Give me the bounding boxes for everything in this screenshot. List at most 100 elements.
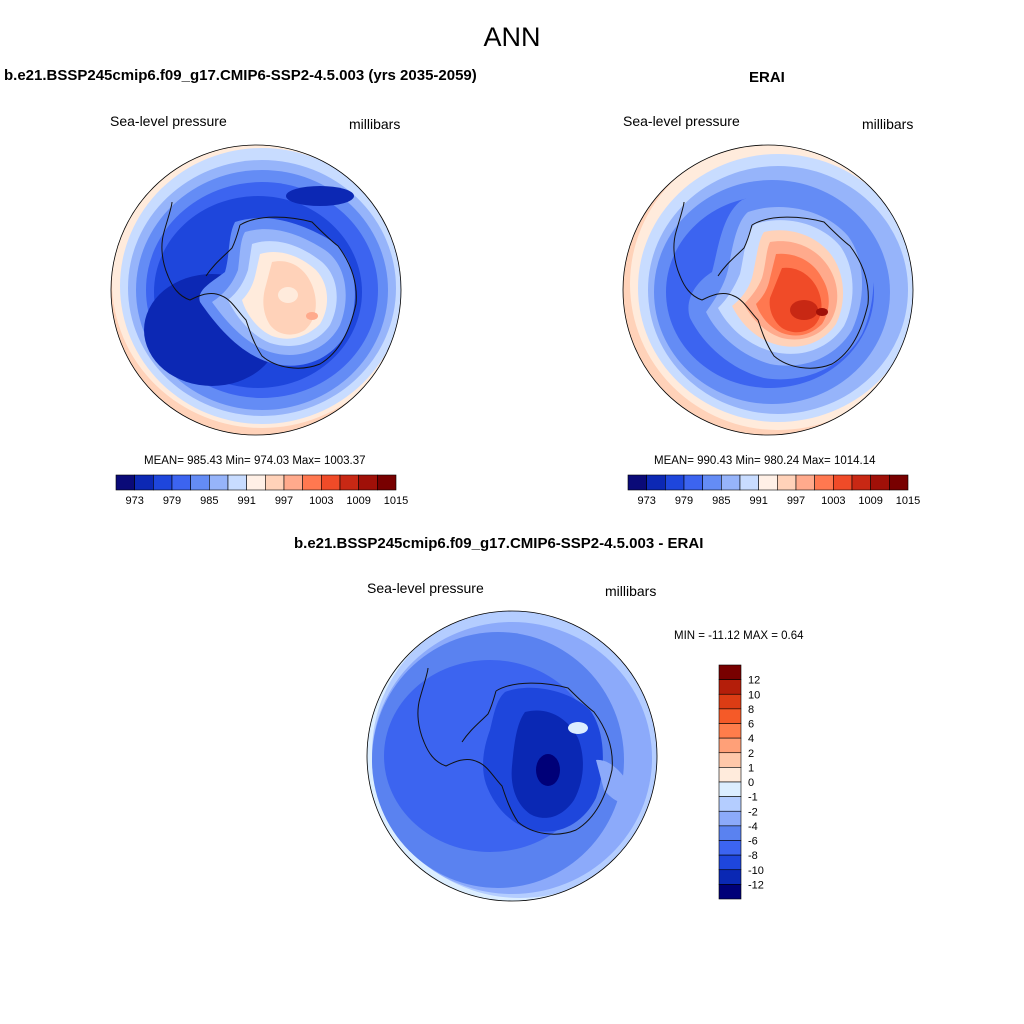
- colorbar-panel-2: 973 979 985 991 997 1003 1009 1015: [627, 474, 920, 507]
- colorbar-3-tick-label: 10: [748, 689, 760, 701]
- map-1-sea-level-pressure: [111, 145, 401, 435]
- colorbar-1-swatch: [358, 474, 378, 491]
- map-3-coastline: [366, 610, 658, 902]
- map-2-sea-level-pressure: [623, 145, 913, 435]
- panel-1-variable-label: Sea-level pressure: [110, 113, 227, 129]
- colorbar-3-swatch: [718, 737, 742, 754]
- colorbar-2-swatch: [795, 474, 815, 491]
- colorbar-2-swatch: [833, 474, 853, 491]
- colorbar-2-swatch: [814, 474, 834, 491]
- panel-1-title: b.e21.BSSP245cmip6.f09_g17.CMIP6-SSP2-4.…: [4, 67, 477, 84]
- colorbar-1-swatch: [283, 474, 303, 491]
- panel-1-units-label: millibars: [349, 116, 401, 132]
- colorbar-3-swatch: [718, 810, 742, 827]
- colorbar-3-tick-label: 0: [748, 777, 754, 789]
- colorbar-2-tick-label: 1009: [858, 495, 882, 507]
- panel-3-stats: MIN = -11.12 MAX = 0.64: [674, 630, 804, 642]
- colorbar-3-tick-label: -4: [748, 821, 758, 833]
- colorbar-3-swatch: [718, 825, 742, 841]
- colorbar-3-tick-label: 1: [748, 762, 754, 774]
- colorbar-2-swatch: [646, 474, 666, 491]
- colorbar-3-tick-label: -10: [748, 865, 764, 877]
- colorbar-1-tick-label: 1015: [384, 495, 408, 507]
- panel-3-variable-label: Sea-level pressure: [367, 580, 484, 596]
- colorbar-1-swatch: [227, 474, 247, 491]
- panel-2-title: ERAI: [749, 69, 785, 86]
- map-1-coastline: [110, 144, 402, 436]
- colorbar-2-swatch: [702, 474, 722, 491]
- colorbar-1-swatch: [153, 474, 173, 491]
- colorbar-3-tick-label: 12: [748, 675, 760, 687]
- colorbar-1-tick-label: 997: [275, 495, 293, 507]
- colorbar-2-swatch: [758, 474, 778, 491]
- colorbar-3-tick-label: -1: [748, 792, 758, 804]
- colorbar-2-tick-label: 991: [749, 495, 767, 507]
- colorbar-panel-1: 973 979 985 991 997 1003 1009 1015: [115, 474, 408, 507]
- colorbar-1-swatch: [302, 474, 322, 491]
- colorbar-1-swatch: [115, 474, 135, 491]
- colorbar-3-swatch: [718, 840, 742, 856]
- colorbar-3-swatch: [718, 708, 742, 724]
- colorbar-3-swatch: [718, 679, 742, 695]
- panel-3-title: b.e21.BSSP245cmip6.f09_g17.CMIP6-SSP2-4.…: [294, 535, 704, 552]
- panel-2-units-label: millibars: [862, 116, 914, 132]
- colorbar-3-swatch: [718, 767, 742, 783]
- colorbar-1-swatch: [377, 474, 397, 491]
- colorbar-3-swatch: [718, 781, 742, 797]
- colorbar-3-tick-label: 4: [748, 733, 754, 745]
- colorbar-1-tick-label: 1003: [309, 495, 333, 507]
- colorbar-2-tick-label: 973: [637, 495, 655, 507]
- colorbar-3-swatch: [718, 693, 742, 710]
- colorbar-2-swatch: [721, 474, 741, 491]
- colorbar-1-tick-label: 1009: [346, 495, 370, 507]
- panel-3-units-label: millibars: [605, 583, 657, 599]
- colorbar-1-tick-label: 985: [200, 495, 218, 507]
- colorbar-3-tick-label: -2: [748, 806, 758, 818]
- colorbar-3-swatch: [718, 752, 742, 768]
- colorbar-3-swatch: [718, 884, 742, 900]
- colorbar-3-swatch: [718, 854, 742, 871]
- panel-2-stats: MEAN= 990.43 Min= 980.24 Max= 1014.14: [654, 455, 876, 467]
- colorbar-2-swatch: [739, 474, 759, 491]
- colorbar-1-swatch: [209, 474, 229, 491]
- colorbar-2-swatch: [683, 474, 703, 491]
- colorbar-3-swatch: [718, 723, 742, 739]
- colorbar-1-swatch: [171, 474, 191, 491]
- map-2-coastline: [622, 144, 914, 436]
- colorbar-3-tick-label: -12: [748, 879, 764, 891]
- colorbar-1-swatch: [339, 474, 359, 491]
- colorbar-2-tick-label: 979: [675, 495, 693, 507]
- colorbar-1-swatch: [321, 474, 341, 491]
- colorbar-1-swatch: [265, 474, 285, 491]
- colorbar-3-tick-label: -8: [748, 850, 758, 862]
- colorbar-3-tick-label: 8: [748, 704, 754, 716]
- colorbar-2-swatch: [889, 474, 909, 491]
- colorbar-1-tick-label: 973: [125, 495, 143, 507]
- colorbar-2-tick-label: 1003: [821, 495, 845, 507]
- colorbar-1-swatch: [190, 474, 210, 491]
- colorbar-1-swatch: [134, 474, 154, 491]
- panel-1-stats: MEAN= 985.43 Min= 974.03 Max= 1003.37: [144, 455, 366, 467]
- colorbar-1-tick-label: 991: [237, 495, 255, 507]
- colorbar-2-swatch: [665, 474, 685, 491]
- colorbar-3-tick-label: 2: [748, 748, 754, 760]
- map-3-difference: [367, 611, 657, 901]
- colorbar-1-swatch: [246, 474, 266, 491]
- colorbar-3-swatch: [718, 796, 742, 812]
- colorbar-2-tick-label: 997: [787, 495, 805, 507]
- colorbar-3-tick-label: 6: [748, 719, 754, 731]
- colorbar-3-swatch: [718, 664, 742, 680]
- colorbar-2-swatch: [851, 474, 871, 491]
- colorbar-2-swatch: [627, 474, 647, 491]
- colorbar-1-tick-label: 979: [163, 495, 181, 507]
- colorbar-3-swatch: [718, 869, 742, 885]
- colorbar-2-tick-label: 985: [712, 495, 730, 507]
- colorbar-2-swatch: [777, 474, 797, 491]
- panel-2-variable-label: Sea-level pressure: [623, 113, 740, 129]
- colorbar-2-tick-label: 1015: [896, 495, 920, 507]
- figure-title: ANN: [483, 22, 541, 52]
- colorbar-2-swatch: [870, 474, 890, 491]
- colorbar-3-tick-label: -6: [748, 836, 758, 848]
